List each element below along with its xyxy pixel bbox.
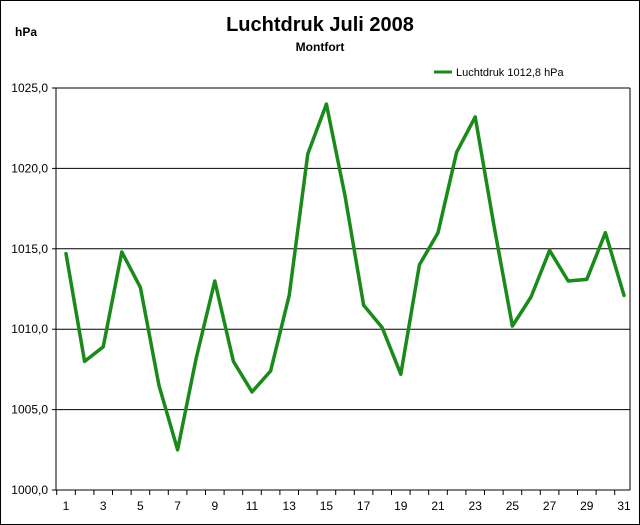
data-point bbox=[138, 285, 142, 289]
y-tick-label: 1005,0 bbox=[11, 403, 48, 417]
data-point bbox=[417, 263, 421, 267]
x-tick-label: 15 bbox=[320, 499, 334, 513]
legend-label: Luchtdruk 1012,8 hPa bbox=[456, 67, 565, 79]
x-tick-label: 21 bbox=[431, 499, 445, 513]
data-point bbox=[603, 231, 607, 235]
data-point bbox=[157, 383, 161, 387]
data-point bbox=[436, 231, 440, 235]
x-tick-label: 3 bbox=[100, 499, 107, 513]
data-point bbox=[492, 223, 496, 227]
data-point bbox=[64, 252, 68, 256]
axes bbox=[52, 87, 631, 495]
data-point bbox=[231, 359, 235, 363]
x-tick-label: 11 bbox=[246, 499, 259, 513]
data-point bbox=[548, 248, 552, 252]
data-point bbox=[473, 115, 477, 119]
data-point bbox=[585, 277, 589, 281]
data-point bbox=[250, 390, 254, 394]
data-point bbox=[101, 345, 105, 349]
y-tick-label: 1025,0 bbox=[11, 81, 48, 95]
x-tick-label: 17 bbox=[357, 499, 371, 513]
x-tick-label: 23 bbox=[469, 499, 483, 513]
legend: Luchtdruk 1012,8 hPa bbox=[434, 67, 565, 79]
y-axis-unit: hPa bbox=[15, 25, 38, 39]
data-point bbox=[176, 448, 180, 452]
data-point bbox=[269, 369, 273, 373]
data-point bbox=[83, 359, 87, 363]
data-point bbox=[362, 303, 366, 307]
x-tick-label: 13 bbox=[283, 499, 297, 513]
data-point bbox=[343, 194, 347, 198]
data-point bbox=[399, 372, 403, 376]
x-tick-label: 19 bbox=[394, 499, 408, 513]
data-point bbox=[306, 152, 310, 156]
series-line bbox=[64, 102, 626, 452]
data-point bbox=[120, 250, 124, 254]
data-point bbox=[455, 150, 459, 154]
data-point bbox=[194, 356, 198, 360]
data-point bbox=[380, 326, 384, 330]
chart-subtitle: Montfort bbox=[295, 40, 345, 54]
data-point bbox=[213, 279, 217, 283]
x-tick-label: 31 bbox=[617, 499, 631, 513]
data-point bbox=[566, 279, 570, 283]
x-tick-label: 7 bbox=[174, 499, 181, 513]
y-tick-label: 1010,0 bbox=[11, 322, 48, 336]
series-group bbox=[64, 102, 626, 452]
x-tick-label: 9 bbox=[211, 499, 218, 513]
x-tick-label: 5 bbox=[137, 499, 144, 513]
x-tick-label: 27 bbox=[543, 499, 557, 513]
chart-title: Luchtdruk Juli 2008 bbox=[226, 14, 414, 36]
data-point bbox=[622, 293, 626, 297]
x-tick-label: 1 bbox=[63, 499, 70, 513]
data-point bbox=[529, 295, 533, 299]
gridlines bbox=[56, 87, 630, 491]
y-tick-label: 1020,0 bbox=[11, 161, 48, 175]
data-point bbox=[324, 102, 328, 106]
y-tick-label: 1015,0 bbox=[11, 242, 48, 256]
data-point bbox=[510, 324, 514, 328]
x-tick-label: 29 bbox=[580, 499, 594, 513]
y-tick-label: 1000,0 bbox=[11, 483, 48, 497]
data-point bbox=[287, 293, 291, 297]
x-tick-label: 25 bbox=[506, 499, 520, 513]
